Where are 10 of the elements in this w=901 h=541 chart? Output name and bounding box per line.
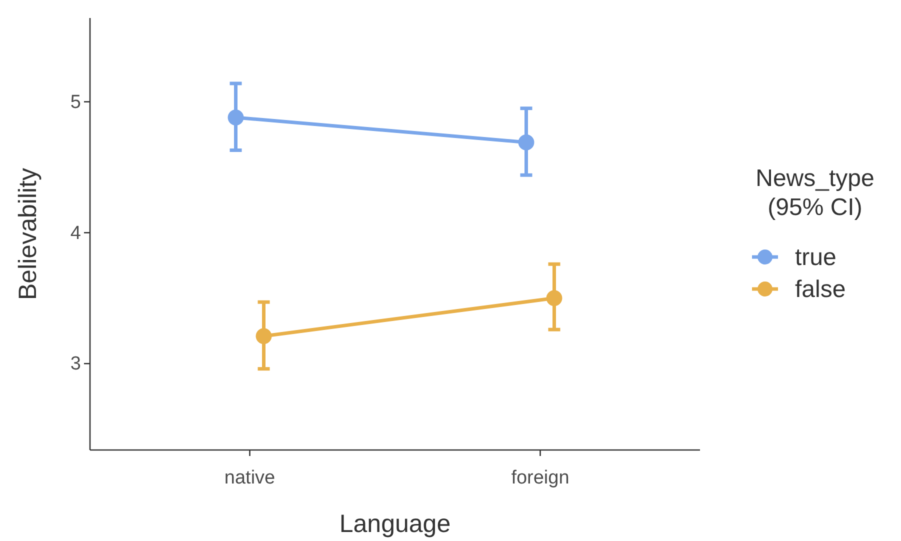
legend-title: News_type (95% CI)	[756, 165, 874, 221]
y-axis-title: Believability	[14, 168, 42, 300]
legend-label: true	[795, 244, 836, 271]
y-tick-label: 5	[70, 92, 81, 113]
legend-label: false	[795, 276, 846, 303]
x-tick-label: native	[224, 468, 276, 489]
y-tick-label: 3	[70, 354, 81, 375]
y-tick-label: 4	[70, 222, 82, 244]
x-axis-title: Language	[339, 510, 451, 538]
x-tick-label: foreign	[511, 468, 570, 489]
